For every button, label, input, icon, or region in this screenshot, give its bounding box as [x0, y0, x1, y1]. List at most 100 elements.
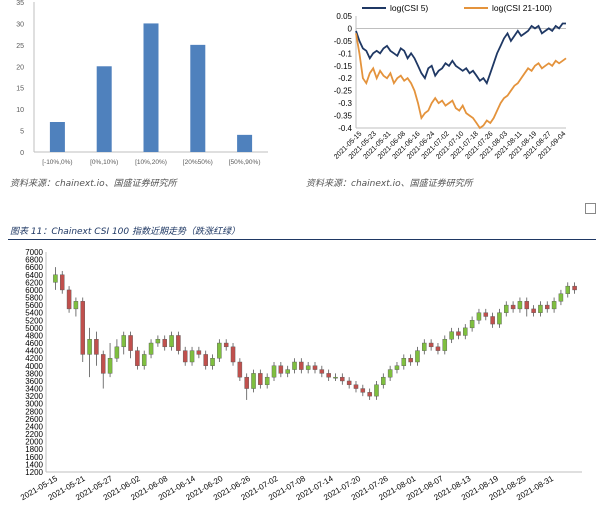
- bar: [143, 23, 159, 152]
- candle-body: [346, 380, 352, 385]
- candle-body: [442, 339, 448, 351]
- candle-body: [367, 392, 372, 397]
- y-tick-label: -0.05: [334, 37, 353, 46]
- y-tick-label: 3200: [25, 392, 43, 401]
- y-tick-label: 2600: [25, 415, 43, 424]
- y-tick-label: 20: [16, 64, 24, 71]
- candle-body: [415, 350, 420, 363]
- caption-rule: [8, 239, 596, 240]
- candle-body: [299, 361, 304, 370]
- candle-body: [319, 369, 325, 374]
- candle-body: [435, 346, 441, 351]
- y-tick-label: 1600: [25, 453, 43, 462]
- candle-body: [210, 358, 215, 366]
- candle-body: [66, 289, 72, 310]
- y-tick-label: 3400: [25, 385, 43, 394]
- candle-body: [292, 361, 297, 370]
- y-tick-label: 5600: [25, 301, 43, 310]
- legend-label: log(CSI 21-100): [492, 3, 552, 13]
- y-tick-label: -0.25: [334, 87, 353, 96]
- candle-body: [278, 365, 284, 374]
- x-tick-label: [50%,90%): [229, 159, 261, 166]
- y-tick-label: 15: [16, 86, 24, 93]
- y-tick-label: 4800: [25, 331, 43, 340]
- bar-chart: 0 5 10 15 20 25 30 35 [-10%,0%) [0%,10%) [10%,20%)…: [16, 0, 268, 166]
- candle-body: [107, 358, 113, 374]
- candle-body: [326, 373, 331, 378]
- candle-body: [264, 376, 270, 385]
- candle-body: [135, 350, 140, 366]
- source-right: 资料来源：chainext.io、国盛证券研究所: [306, 179, 473, 189]
- candle-body: [387, 369, 393, 378]
- y-tick-label: 6000: [25, 286, 43, 295]
- y-tick-label: 7000: [25, 248, 43, 257]
- bar: [190, 44, 206, 152]
- candle-body: [428, 342, 434, 348]
- series-line: [355, 33, 567, 130]
- candle-body: [114, 346, 120, 359]
- candle-body: [244, 376, 249, 389]
- candle-body: [401, 358, 407, 366]
- y-tick-label: 1400: [25, 460, 43, 469]
- candle-body: [100, 354, 106, 374]
- candle-body: [558, 293, 564, 302]
- candle-body: [524, 301, 530, 310]
- candle-body: [162, 339, 167, 348]
- candle-body: [483, 312, 489, 317]
- candle-body: [469, 320, 475, 329]
- figure-caption: 图表 11：Chainext CSI 100 指数近期走势（跌涨红绿）: [10, 227, 240, 237]
- candle-body: [80, 301, 85, 355]
- x-tick-label: [0%,10%): [90, 159, 118, 166]
- y-tick-label: 3800: [25, 369, 43, 378]
- y-tick-label: -0.15: [334, 62, 353, 71]
- y-tick-label: 25: [16, 43, 24, 50]
- y-tick-label: 6600: [25, 263, 43, 272]
- y-tick-label: 5200: [25, 316, 43, 325]
- candle-body: [128, 335, 133, 351]
- candle-body: [148, 342, 154, 355]
- bar: [49, 122, 65, 152]
- candle-body: [196, 350, 202, 355]
- y-tick-label: 5400: [25, 309, 43, 318]
- candle-body: [217, 342, 222, 359]
- y-tick-label: 6800: [25, 256, 43, 265]
- candle-body: [189, 350, 195, 363]
- candle-body: [285, 369, 290, 374]
- candle-body: [360, 388, 366, 393]
- y-tick-label: -0.2: [338, 74, 352, 83]
- candle-body: [333, 376, 338, 379]
- y-tick-label: 30: [16, 21, 24, 28]
- candle-body: [237, 361, 243, 378]
- candle-body: [94, 339, 99, 355]
- y-tick-label: 5: [20, 129, 24, 136]
- y-tick-label: -0.4: [338, 124, 352, 133]
- candle-body: [258, 373, 263, 385]
- bar: [237, 134, 253, 152]
- candle-body: [476, 312, 482, 321]
- candle-body: [121, 335, 126, 348]
- y-tick-label: 2400: [25, 422, 43, 431]
- candle-body: [408, 358, 413, 363]
- candle-body: [203, 354, 208, 366]
- x-tick-label: [20%50%): [183, 159, 213, 166]
- candle-body: [53, 274, 58, 283]
- candle-body: [456, 331, 461, 336]
- series-line: [355, 22, 566, 86]
- bar: [96, 66, 112, 152]
- candle-body: [463, 327, 468, 336]
- y-tick-label: 6200: [25, 278, 43, 287]
- y-tick-label: 0: [20, 150, 24, 157]
- y-tick-label: 3000: [25, 400, 43, 409]
- candle-body: [565, 285, 571, 294]
- y-tick-label: 0: [348, 24, 353, 33]
- line-chart: 0.05 0 -0.05 -0.1 -0.15 -0.2 -0.25 -0.3 -0.35 -0.…: [333, 3, 567, 161]
- y-tick-label: 2800: [25, 407, 43, 416]
- candle-body: [449, 331, 454, 340]
- y-tick-label: -0.1: [338, 49, 352, 58]
- candle-body: [230, 346, 236, 363]
- candle-body: [572, 285, 577, 291]
- source-left: 资料来源：chainext.io、国盛证券研究所: [10, 179, 177, 189]
- y-tick-label: 10: [16, 107, 24, 114]
- y-tick-label: 4600: [25, 339, 43, 348]
- y-tick-label: 0.05: [336, 12, 352, 21]
